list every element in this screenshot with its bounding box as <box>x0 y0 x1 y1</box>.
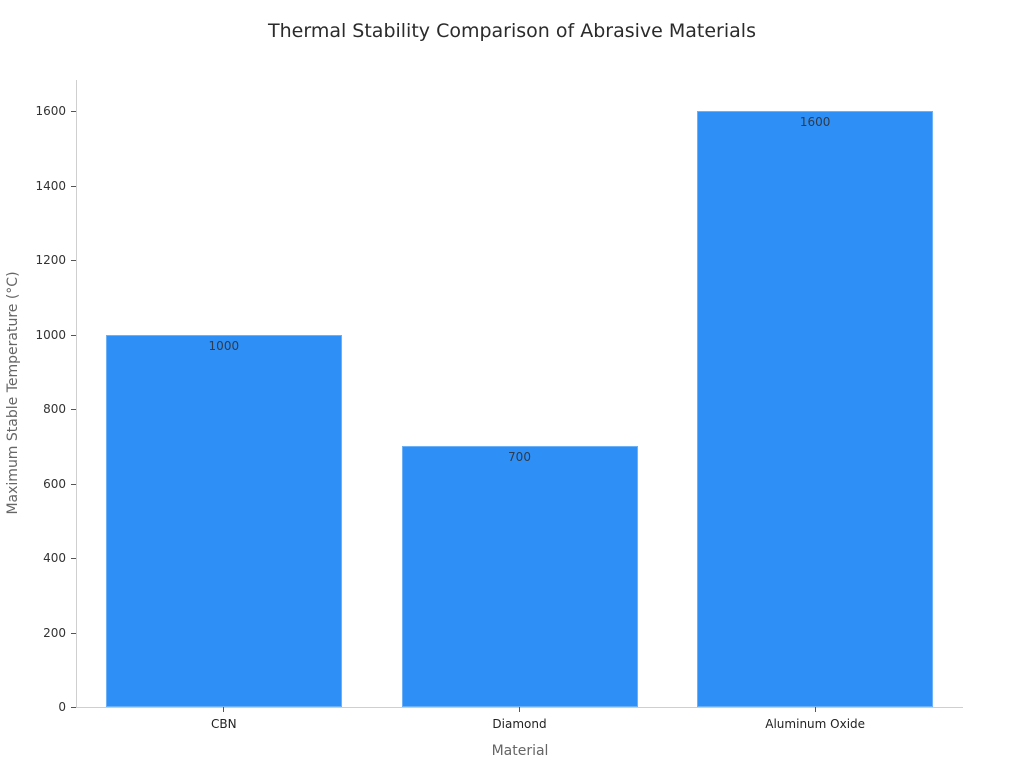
y-tick-mark <box>71 558 76 559</box>
x-tick: CBN <box>124 707 324 731</box>
y-tick: 200 <box>0 626 76 640</box>
y-tick-mark <box>71 260 76 261</box>
y-axis-line <box>76 80 77 708</box>
y-tick-mark <box>71 483 76 485</box>
x-axis-title: Material <box>491 743 549 759</box>
bar-value-label: 1000 <box>208 338 240 353</box>
x-tick-mark <box>223 707 225 712</box>
bar-value-label: 700 <box>508 450 531 465</box>
y-tick-mark <box>71 334 76 336</box>
y-tick: 1400 <box>0 179 76 193</box>
x-tick-label: CBN <box>211 717 237 731</box>
x-tick-mark <box>519 707 520 712</box>
chart-title: Thermal Stability Comparison of Abrasive… <box>268 20 756 42</box>
y-tick: 1200 <box>0 253 76 267</box>
bar-diamond: 700 <box>401 446 638 707</box>
y-tick-label: 400 <box>43 551 66 565</box>
y-tick: 0 <box>0 700 76 714</box>
y-tick-label: 600 <box>43 476 66 491</box>
y-tick: 1000 <box>0 328 76 342</box>
bar-cbn: 1000 <box>105 334 342 707</box>
bar-value-label: 1600 <box>799 115 831 129</box>
x-tick: Diamond <box>420 707 620 731</box>
x-tick-label: Diamond <box>492 717 547 731</box>
y-tick-label: 200 <box>43 625 66 640</box>
y-tick: 600 <box>0 477 76 491</box>
x-tick: Aluminum Oxide <box>715 707 915 731</box>
y-tick-mark <box>71 111 76 112</box>
y-tick-label: 0 <box>58 700 66 714</box>
y-tick-label: 1000 <box>35 327 66 342</box>
y-tick-label: 1600 <box>35 104 66 118</box>
y-tick-label: 800 <box>43 402 66 416</box>
y-tick: 800 <box>0 402 76 416</box>
y-tick-mark <box>71 409 76 410</box>
bar-aluminum-oxide: 1600 <box>697 111 934 707</box>
x-tick-label: Aluminum Oxide <box>765 717 866 731</box>
y-tick: 400 <box>0 551 76 565</box>
y-tick-label: 1200 <box>35 253 66 267</box>
y-tick-mark <box>71 185 76 187</box>
y-tick: 1600 <box>0 104 76 118</box>
x-tick-mark <box>814 707 816 712</box>
y-tick-mark <box>71 632 76 634</box>
y-tick-label: 1400 <box>35 178 66 193</box>
y-tick-mark <box>71 707 76 708</box>
